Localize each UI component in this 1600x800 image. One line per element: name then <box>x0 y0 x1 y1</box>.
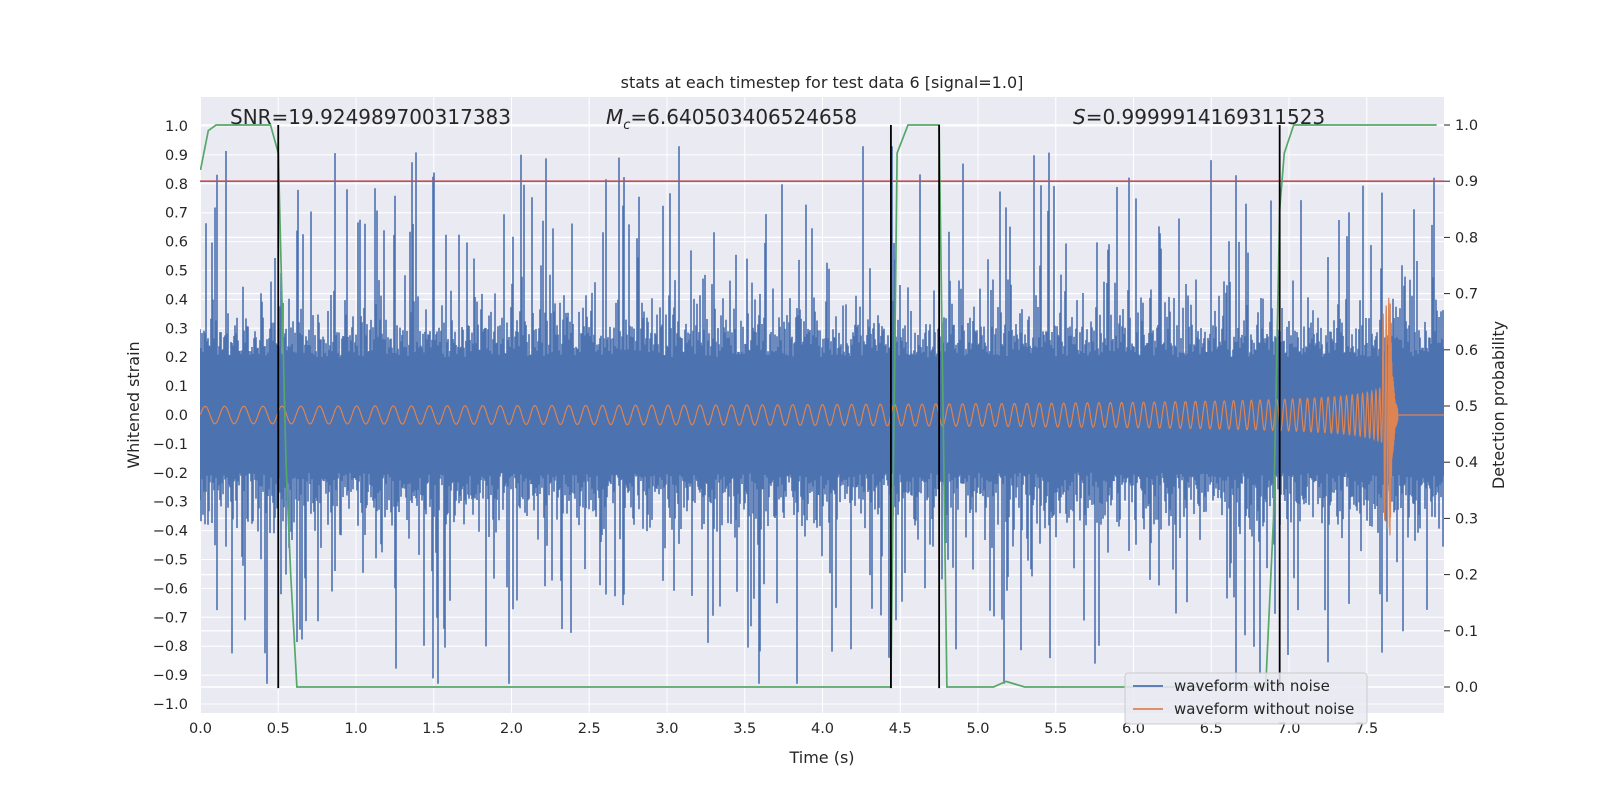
y-right-tick-label: 0.1 <box>1455 624 1478 640</box>
y-tick-label: 0.5 <box>165 264 188 280</box>
y-tick-label: −0.5 <box>153 553 188 569</box>
x-tick-label: 6.0 <box>1122 721 1145 737</box>
chirp-mass-symbol: M <box>606 105 623 129</box>
y-axis-ticks: 1.0 0.9 0.8 0.7 0.6 0.5 0.4 0.3 0.2 0.1 0.0 −0.1 −0.… <box>153 119 188 713</box>
y-tick-label: −0.3 <box>153 495 188 511</box>
x-axis-ticks: 0.0 0.5 1.0 1.5 2.0 2.5 3.0 3.5 4.0 4.5 5.0 5.5 6.0 6… <box>189 721 1378 737</box>
x-tick-label: 5.5 <box>1044 721 1067 737</box>
annotation-significance: S=0.9999914169311523 <box>1073 105 1325 129</box>
x-tick-label: 0.0 <box>189 721 212 737</box>
y-tick-label: 0.3 <box>165 321 188 337</box>
x-tick-label: 4.0 <box>811 721 834 737</box>
y-tick-label: 0.0 <box>165 408 188 424</box>
y-right-tick-label: 0.6 <box>1455 343 1478 359</box>
significance-symbol: S <box>1073 105 1086 129</box>
x-tick-label: 2.5 <box>578 721 601 737</box>
x-tick-label: 4.5 <box>889 721 912 737</box>
x-tick-label: 3.5 <box>733 721 756 737</box>
y-right-tick-label: 1.0 <box>1455 118 1478 134</box>
x-tick-label: 3.0 <box>655 721 678 737</box>
legend-box <box>1124 672 1368 725</box>
x-tick-label: 7.5 <box>1355 721 1378 737</box>
y-right-tick-label: 0.3 <box>1455 511 1478 527</box>
y-axis-right-label: Detection probability <box>1489 321 1508 489</box>
series-waveform-without-noise <box>200 297 1444 536</box>
x-tick-label: 7.0 <box>1277 721 1300 737</box>
y-tick-label: 0.9 <box>165 148 188 164</box>
y-tick-label: 0.2 <box>165 350 188 366</box>
legend-label-noise: waveform with noise <box>1174 677 1330 695</box>
y-right-tick-label: 0.9 <box>1455 174 1478 190</box>
y-right-tick-label: 0.0 <box>1455 680 1478 696</box>
y-right-tick-label: 0.2 <box>1455 568 1478 584</box>
y-tick-label: −0.7 <box>153 610 188 626</box>
y-tick-label: −1.0 <box>153 697 188 713</box>
y-tick-label: −0.6 <box>153 581 188 597</box>
y-tick-label: 0.1 <box>165 379 188 395</box>
series-detection-probability <box>200 124 1437 688</box>
chart-title: stats at each timestep for test data 6 [… <box>621 73 1024 92</box>
x-tick-label: 2.0 <box>500 721 523 737</box>
annotation-chirp-mass: Mc=6.640503406524658 <box>606 105 857 133</box>
x-tick-label: 0.5 <box>267 721 290 737</box>
x-tick-label: 6.5 <box>1200 721 1223 737</box>
y-tick-label: 0.4 <box>165 292 188 308</box>
y-tick-label: 0.6 <box>165 235 188 251</box>
x-tick-label: 1.0 <box>344 721 367 737</box>
y-tick-label: 0.8 <box>165 177 188 193</box>
y-axis-label: Whitened strain <box>124 341 143 468</box>
y-tick-label: 0.7 <box>165 206 188 222</box>
y-tick-label: −0.1 <box>153 437 188 453</box>
y-right-tick-label: 0.8 <box>1455 230 1478 246</box>
y-tick-label: −0.2 <box>153 466 188 482</box>
y-right-tick-label: 0.5 <box>1455 399 1478 415</box>
y-tick-label: −0.9 <box>153 668 188 684</box>
y-axis-right-ticks: 1.0 0.9 0.8 0.7 0.6 0.5 0.4 0.3 0.2 0.1 0.0 <box>1444 118 1478 696</box>
chirp-mass-value: =6.640503406524658 <box>630 105 857 129</box>
x-axis-label: Time (s) <box>788 748 854 767</box>
significance-value: =0.9999914169311523 <box>1086 105 1325 129</box>
event-lines <box>277 125 1281 689</box>
x-tick-label: 5.0 <box>966 721 989 737</box>
x-tick-label: 1.5 <box>422 721 445 737</box>
legend-label-clean: waveform without noise <box>1174 700 1354 718</box>
y-right-tick-label: 0.7 <box>1455 287 1478 303</box>
annotation-snr: SNR=19.924989700317383 <box>230 105 511 129</box>
y-tick-label: −0.4 <box>153 524 188 540</box>
y-tick-label: 1.0 <box>165 119 188 135</box>
chirp-mass-subscript: c <box>623 118 630 133</box>
legend: waveform with noise waveform without noi… <box>1124 672 1368 725</box>
y-right-tick-label: 0.4 <box>1455 455 1478 471</box>
y-tick-label: −0.8 <box>153 639 188 655</box>
